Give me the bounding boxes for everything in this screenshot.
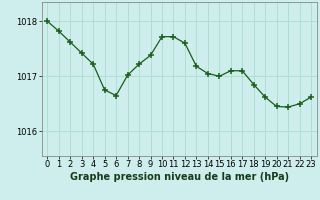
X-axis label: Graphe pression niveau de la mer (hPa): Graphe pression niveau de la mer (hPa) — [70, 172, 289, 182]
